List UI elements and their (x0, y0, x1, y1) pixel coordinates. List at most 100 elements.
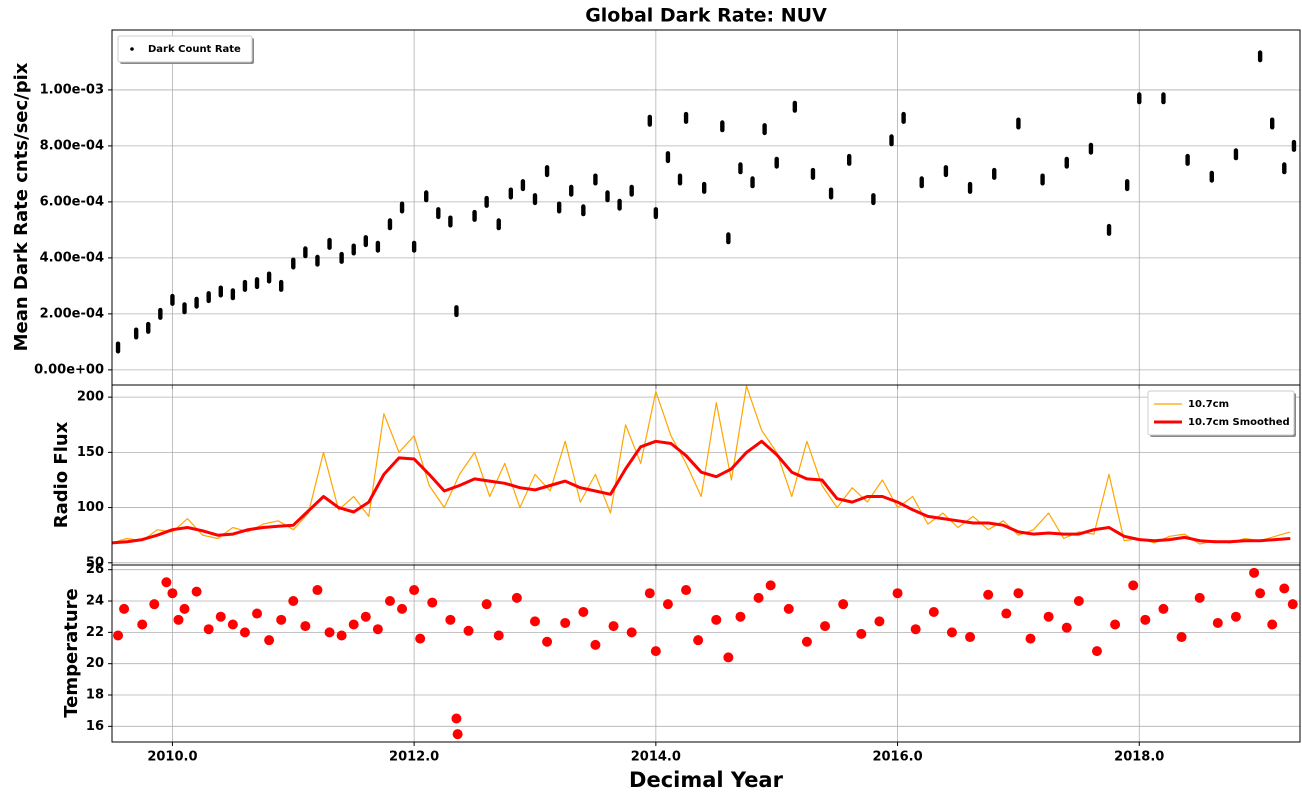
point (179, 603, 190, 614)
point (892, 588, 903, 599)
point (1279, 583, 1290, 594)
point (590, 639, 601, 650)
x-tick-label: 2018.0 (1114, 750, 1164, 765)
point (1209, 170, 1214, 183)
point (167, 588, 178, 599)
point (774, 156, 779, 169)
point (919, 176, 924, 189)
point (1043, 611, 1054, 622)
point (593, 173, 598, 186)
point (1106, 223, 1112, 236)
point (1140, 614, 1151, 625)
point (720, 120, 725, 133)
point (629, 184, 634, 197)
point (889, 134, 894, 147)
point (254, 277, 260, 290)
y-axis-label: Mean Dark Rate cnts/sec/pix (11, 62, 32, 351)
point (901, 111, 906, 124)
y-tick-label: 2.00e-04 (40, 306, 104, 321)
point (762, 123, 767, 136)
point (133, 327, 139, 340)
point (847, 153, 852, 166)
point (1176, 632, 1187, 643)
point (215, 611, 226, 622)
point (252, 608, 263, 619)
point (662, 599, 673, 610)
point (312, 585, 323, 596)
point (529, 616, 540, 627)
point (149, 599, 160, 610)
point (693, 635, 704, 646)
point (137, 619, 148, 630)
point (838, 599, 849, 610)
point (115, 341, 121, 354)
point (191, 586, 202, 597)
point (411, 240, 417, 253)
point (542, 636, 553, 647)
point (1161, 92, 1166, 105)
point (856, 628, 867, 639)
point (1233, 148, 1239, 161)
point (1091, 646, 1102, 657)
spine (111, 29, 1301, 386)
point (360, 611, 371, 622)
point (983, 589, 994, 600)
point (266, 271, 272, 284)
point (723, 652, 734, 663)
legend (1147, 390, 1295, 436)
point (399, 201, 405, 214)
point (372, 624, 383, 635)
point (520, 179, 526, 192)
point (1185, 153, 1190, 166)
point (1267, 619, 1278, 630)
point (451, 713, 462, 724)
point (436, 207, 441, 220)
point (1291, 139, 1297, 152)
point (351, 243, 356, 256)
point (264, 635, 275, 646)
point (801, 636, 812, 647)
point (415, 633, 426, 644)
point (339, 251, 344, 264)
point (173, 614, 184, 625)
y-tick-label: 4.00e-04 (40, 250, 104, 265)
point (946, 627, 957, 638)
point (735, 611, 746, 622)
point (1128, 580, 1139, 591)
point (783, 603, 794, 614)
point (544, 165, 550, 178)
point (227, 619, 238, 630)
legend (117, 35, 253, 63)
point (1287, 599, 1298, 610)
point (581, 204, 586, 217)
point (1137, 92, 1142, 105)
point (1249, 567, 1260, 578)
point (1110, 619, 1121, 630)
point (701, 181, 707, 194)
y-tick-label: 0.00e+00 (34, 362, 104, 377)
point (810, 167, 816, 180)
point (1124, 179, 1130, 192)
point (484, 195, 489, 208)
y-tick-label: 26 (86, 562, 104, 577)
point (871, 193, 876, 206)
point (753, 592, 764, 603)
point (1001, 608, 1012, 619)
point (445, 614, 456, 625)
point (291, 257, 296, 270)
plot-area (112, 385, 1291, 545)
y-tick-label: 16 (86, 719, 104, 734)
point (1212, 617, 1223, 628)
y-tick-label: 24 (86, 594, 104, 609)
point (242, 279, 248, 292)
point (119, 603, 130, 614)
point (967, 181, 973, 194)
point (1194, 592, 1205, 603)
plot-area (113, 567, 1298, 740)
point (1282, 162, 1287, 175)
point (681, 585, 692, 596)
spine (111, 564, 1301, 743)
point (569, 184, 574, 197)
point (387, 218, 393, 231)
